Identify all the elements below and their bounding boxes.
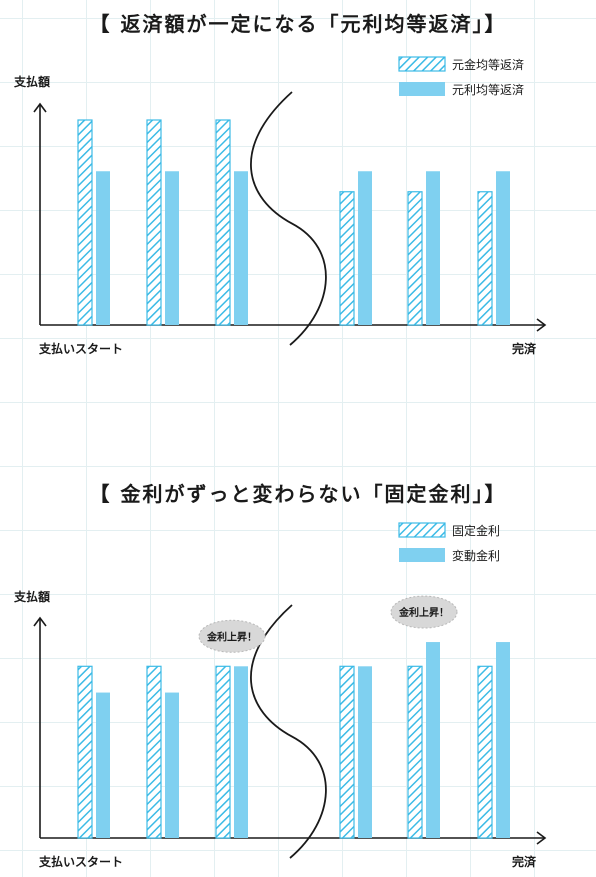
bar-hatched xyxy=(407,665,423,839)
bar-solid xyxy=(426,171,440,325)
bar-hatched xyxy=(407,191,423,326)
bar-solid xyxy=(96,171,110,325)
annotation-bubble xyxy=(390,595,458,629)
bar-hatched xyxy=(77,665,93,839)
legend-label: 元金均等返済 xyxy=(452,57,524,72)
bar-hatched xyxy=(477,191,493,326)
bar-hatched xyxy=(215,119,231,326)
x-axis-start-label: 支払いスタート xyxy=(38,854,123,869)
bar-hatched xyxy=(477,665,493,839)
y-axis-label: 支払額 xyxy=(13,589,50,604)
bar-hatched xyxy=(77,119,93,326)
chart-title-2: 【 金利がずっと変わらない「固定金利」】 xyxy=(89,482,507,506)
annotation-text: 金利上昇！ xyxy=(206,630,257,643)
legend-swatch xyxy=(399,82,445,96)
legend-swatch xyxy=(398,56,446,72)
bar-solid xyxy=(234,171,248,325)
bar-hatched xyxy=(339,191,355,326)
legend-label: 固定金利 xyxy=(452,523,500,538)
bar-solid xyxy=(426,642,440,838)
bar-hatched xyxy=(146,665,162,839)
bar-solid xyxy=(358,171,372,325)
annotation-text: 金利上昇！ xyxy=(398,606,449,619)
axis-break-wave xyxy=(250,91,327,346)
x-axis-end-label: 完済 xyxy=(512,854,537,869)
y-axis-arrow xyxy=(33,102,47,113)
bar-solid xyxy=(165,692,179,838)
x-axis-end-label: 完済 xyxy=(512,341,537,356)
bar-hatched xyxy=(339,665,355,839)
y-axis-label: 支払額 xyxy=(13,74,50,89)
x-axis-start-label: 支払いスタート xyxy=(38,341,123,356)
legend-label: 変動金利 xyxy=(452,548,500,563)
axis-break-wave xyxy=(250,604,327,859)
bar-hatched xyxy=(146,119,162,326)
legend-label: 元利均等返済 xyxy=(452,82,524,97)
bar-solid xyxy=(234,666,248,838)
bar-hatched xyxy=(215,665,231,839)
x-axis-arrow xyxy=(536,318,547,332)
bar-solid xyxy=(358,666,372,838)
bar-solid xyxy=(165,171,179,325)
legend-swatch xyxy=(398,522,446,538)
legend-swatch xyxy=(399,548,445,562)
bar-solid xyxy=(496,171,510,325)
annotation-bubble xyxy=(198,619,266,653)
chart-title-1: 【 返済額が一定になる「元利均等返済」】 xyxy=(89,12,507,36)
bar-solid xyxy=(496,642,510,838)
bar-solid xyxy=(96,692,110,838)
y-axis-arrow xyxy=(33,616,47,627)
x-axis-arrow xyxy=(536,831,547,845)
